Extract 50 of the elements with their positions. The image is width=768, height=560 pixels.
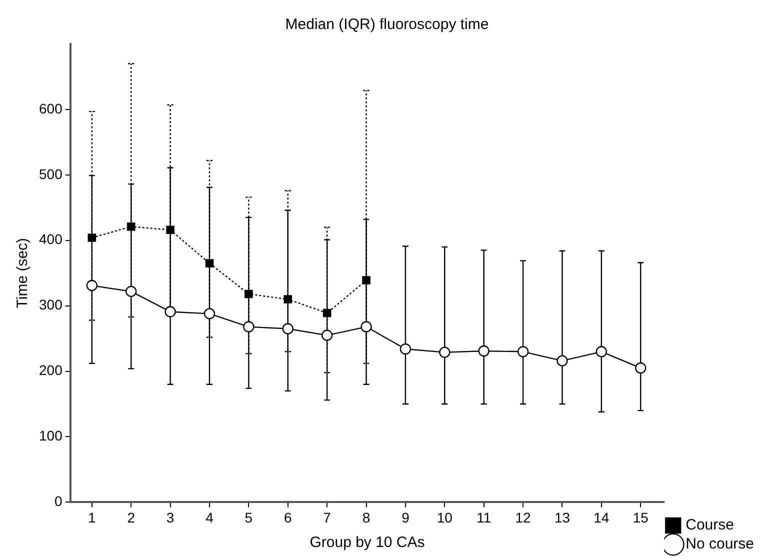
point [126, 286, 137, 298]
point [204, 308, 216, 320]
y-tick-label: 0 [54, 493, 63, 510]
x-tick-label: 5 [244, 509, 253, 526]
point [400, 343, 412, 355]
x-tick-label: 2 [127, 509, 136, 526]
x-tick-label: 9 [402, 509, 410, 526]
point [284, 295, 292, 304]
point [166, 226, 174, 234]
x-tick-label: 8 [362, 509, 370, 526]
y-tick-label: 500 [39, 166, 63, 182]
point [439, 346, 450, 358]
x-tick-label: 15 [632, 509, 649, 526]
x-tick-label: 10 [436, 509, 453, 526]
x-tick-label: 13 [554, 509, 570, 526]
x-tick-label: 3 [166, 509, 174, 526]
x-tick-label: 1 [88, 509, 96, 526]
point [517, 346, 529, 358]
point [282, 323, 294, 334]
x-axis-title: Group by 10 CAs [310, 534, 425, 552]
x-tick-label: 14 [594, 509, 610, 526]
x-tick-label: 11 [476, 509, 492, 526]
point [243, 321, 254, 332]
point [86, 280, 98, 292]
chart-title: Median (IQR) fluoroscopy time [285, 16, 489, 34]
point [556, 355, 568, 366]
x-tick-label: 4 [206, 509, 214, 526]
x-tick-label: 12 [515, 509, 532, 526]
legend-label: Course [686, 516, 734, 534]
point [321, 330, 333, 341]
point [88, 234, 96, 242]
y-tick-label: 200 [39, 362, 63, 378]
point [322, 308, 332, 318]
point [596, 346, 608, 358]
point [478, 345, 490, 357]
y-tick-label: 100 [39, 428, 63, 444]
point [244, 290, 253, 298]
point [126, 222, 136, 231]
y-tick-label: 600 [39, 100, 63, 116]
legend-label: No course [686, 536, 754, 553]
y-tick-label: 300 [39, 296, 63, 313]
point [360, 321, 372, 332]
y-axis-title: Time (sec) [14, 238, 32, 308]
point [205, 259, 214, 268]
point [362, 276, 370, 284]
point [635, 362, 646, 374]
x-tick-label: 7 [323, 509, 332, 526]
y-tick-label: 400 [39, 231, 63, 248]
x-tick-label: 6 [284, 509, 292, 526]
point [164, 306, 176, 318]
